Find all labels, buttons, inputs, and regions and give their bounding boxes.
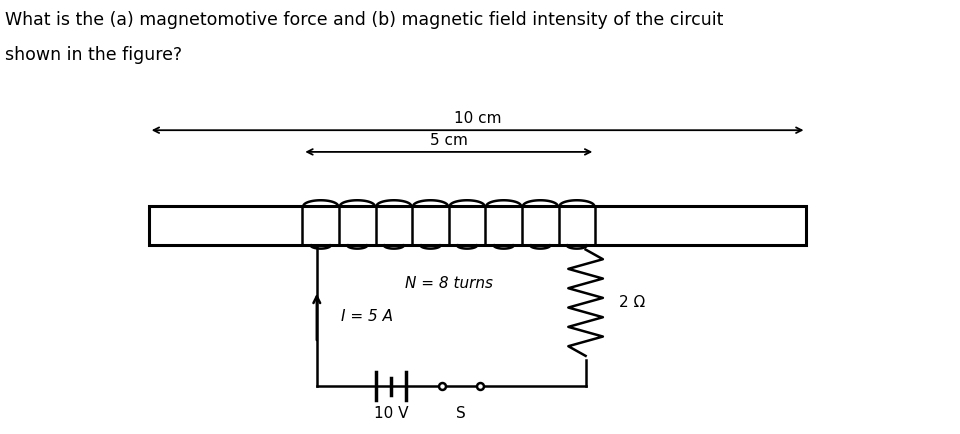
Text: 5 cm: 5 cm xyxy=(430,132,468,148)
Text: 10 V: 10 V xyxy=(374,406,409,421)
Text: S: S xyxy=(456,406,466,421)
Text: What is the (a) magnetomotive force and (b) magnetic field intensity of the circ: What is the (a) magnetomotive force and … xyxy=(5,11,723,29)
Text: shown in the figure?: shown in the figure? xyxy=(5,46,182,63)
Text: 2 Ω: 2 Ω xyxy=(619,295,645,310)
Bar xyxy=(149,206,806,245)
Text: 10 cm: 10 cm xyxy=(454,111,501,126)
Text: N = 8 turns: N = 8 turns xyxy=(405,276,492,291)
Text: I = 5 A: I = 5 A xyxy=(341,309,393,324)
